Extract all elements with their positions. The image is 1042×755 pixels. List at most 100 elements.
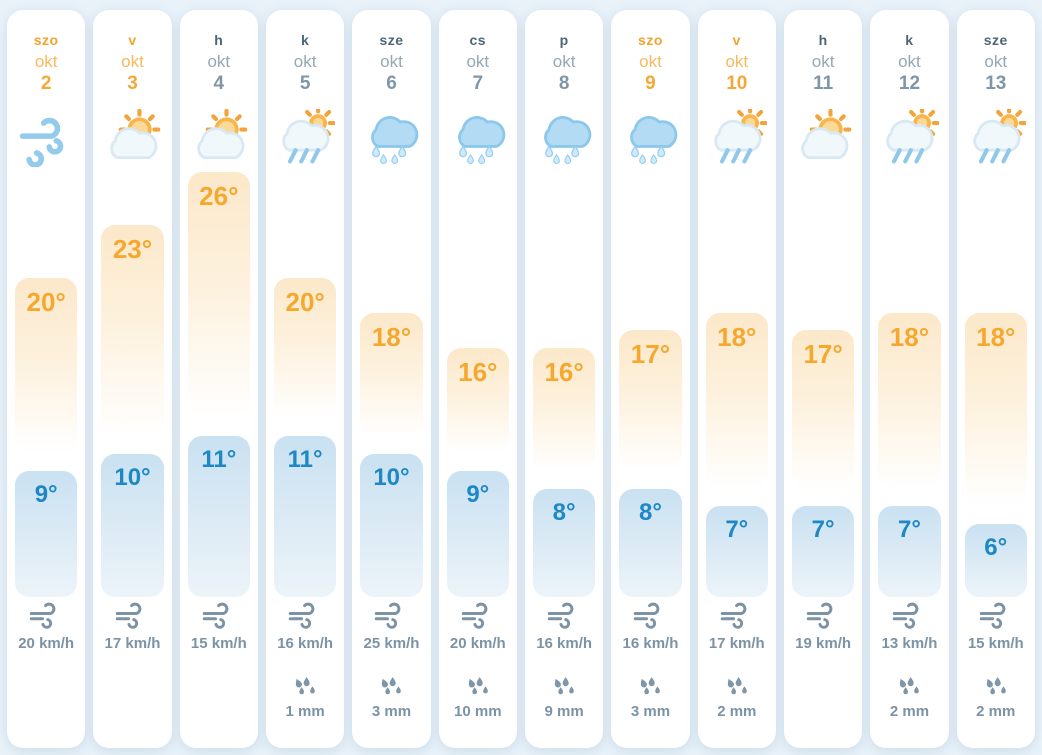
day-name: p: [559, 32, 569, 48]
precip-amount: 1 mm: [285, 703, 325, 720]
high-temp-bar: 18°: [964, 312, 1027, 507]
wind-row: 19 km/h: [784, 602, 862, 652]
day-name: cs: [469, 32, 487, 48]
day-column[interactable]: k okt 5 20° 11° 16 km/h 1 mm: [265, 10, 345, 748]
raindrops-icon: [611, 676, 689, 700]
high-temp-bar: 18°: [705, 312, 768, 489]
wind-icon: [525, 602, 603, 632]
raindrops-icon: [957, 676, 1035, 700]
rain-icon: [611, 106, 689, 170]
raindrops-icon: [352, 676, 430, 700]
month-label: okt: [34, 52, 58, 71]
low-temp-bar: 8°: [532, 488, 596, 597]
wind-speed: 15 km/h: [190, 635, 247, 652]
low-temp-value: 9°: [466, 481, 490, 509]
precip-row: 3 mm: [611, 676, 689, 720]
high-temp-bar: 20°: [273, 277, 337, 419]
precip-amount: 3 mm: [630, 703, 671, 720]
wind-row: 13 km/h: [870, 602, 948, 652]
day-name: szo: [33, 32, 59, 48]
wind-speed: 13 km/h: [881, 635, 938, 652]
sun-cloud-icon: [180, 106, 258, 170]
high-temp-bar: 17°: [791, 330, 855, 489]
month-label: okt: [984, 52, 1008, 71]
high-temp-value: 16°: [458, 357, 498, 387]
month-label: okt: [811, 52, 835, 71]
day-name: v: [732, 32, 741, 48]
low-temp-bar: 11°: [187, 436, 250, 597]
day-number: 5: [299, 73, 311, 94]
low-temp-bar: 8°: [619, 488, 682, 597]
wind-icon: [611, 602, 689, 632]
wind-row: 16 km/h: [525, 602, 603, 652]
low-temp-bar: 9°: [446, 471, 509, 597]
precip-row: 2 mm: [957, 676, 1035, 720]
rain-icon: [525, 106, 603, 170]
rain-sun-icon: [870, 106, 948, 170]
precip-row: 9 mm: [525, 676, 603, 720]
month-label: okt: [466, 52, 490, 71]
wind-row: 20 km/h: [439, 602, 517, 652]
day-column[interactable]: szo okt 2 20° 9° 20 km/h: [7, 10, 86, 748]
sun-cloud-icon: [784, 106, 862, 170]
low-temp-bar: 10°: [101, 453, 164, 597]
raindrops-icon: [525, 676, 603, 700]
precip-amount: 9 mm: [544, 703, 584, 720]
precip-row: 1 mm: [266, 676, 344, 720]
raindrops-icon: [870, 676, 948, 700]
day-name: k: [301, 32, 310, 48]
day-number: 2: [40, 73, 52, 94]
day-column[interactable]: v okt 10 18° 7° 17 km/h 2 mm: [697, 10, 776, 748]
wind-icon: [784, 602, 862, 632]
day-column[interactable]: k okt 12 18° 7° 13 km/h 2 mm: [870, 10, 949, 748]
rain-icon: [439, 106, 517, 170]
day-column[interactable]: p okt 8 16° 8° 16 km/h 9 mm: [524, 10, 604, 748]
day-number: 10: [726, 73, 748, 94]
wind-icon: [7, 602, 85, 632]
day-name: sze: [983, 32, 1008, 48]
precip-amount: 2 mm: [717, 703, 757, 720]
low-temp-value: 9°: [34, 481, 58, 509]
day-name: v: [128, 32, 137, 48]
day-column[interactable]: sze okt 6 18° 10° 25 km/h 3 mm: [352, 10, 431, 748]
sun-cloud-icon: [93, 106, 171, 170]
low-temp-value: 6°: [984, 534, 1008, 561]
day-column[interactable]: v okt 3 23° 10° 17 km/h: [93, 10, 172, 748]
day-column[interactable]: sze okt 13 18° 6° 15 km/h 2 mm: [956, 10, 1035, 748]
low-temp-bar: 6°: [964, 524, 1027, 597]
wind-row: 16 km/h: [266, 602, 344, 652]
precip-row: 2 mm: [870, 676, 948, 720]
day-column[interactable]: h okt 4 26° 11° 15 km/h: [179, 10, 258, 748]
wind-row: 17 km/h: [93, 602, 171, 652]
high-temp-value: 16°: [544, 357, 584, 387]
high-temp-bar: 23°: [101, 224, 164, 436]
high-temp-value: 18°: [889, 321, 930, 352]
day-number: 4: [213, 73, 225, 94]
high-temp-value: 26°: [199, 181, 239, 211]
day-column[interactable]: szo okt 9 17° 8° 16 km/h 3 mm: [611, 10, 690, 748]
wind-icon: [93, 602, 171, 632]
low-temp-bar: 7°: [878, 506, 941, 597]
month-label: okt: [898, 52, 921, 71]
day-number: 7: [472, 73, 484, 94]
wind-row: 16 km/h: [611, 602, 689, 652]
day-column[interactable]: h okt 11 17° 7° 19 km/h: [783, 10, 863, 748]
month-label: okt: [121, 52, 144, 71]
month-label: okt: [380, 52, 403, 71]
wind-icon: [7, 106, 85, 170]
precip-amount: 2 mm: [889, 703, 930, 720]
low-temp-bar: 9°: [15, 471, 78, 597]
wind-icon: [266, 602, 344, 632]
high-temp-value: 18°: [976, 321, 1016, 352]
precip-amount: 3 mm: [371, 703, 412, 720]
precip-row: 3 mm: [352, 676, 430, 720]
day-column[interactable]: cs okt 7 16° 9° 20 km/h 10 mm: [438, 10, 517, 748]
low-temp-bar: 7°: [791, 506, 855, 597]
wind-icon: [957, 602, 1035, 632]
raindrops-icon: [698, 676, 776, 700]
low-temp-value: 8°: [552, 498, 576, 526]
low-temp-bar: 10°: [360, 453, 423, 597]
precip-amount: 10 mm: [454, 703, 502, 720]
day-name: szo: [638, 32, 663, 48]
